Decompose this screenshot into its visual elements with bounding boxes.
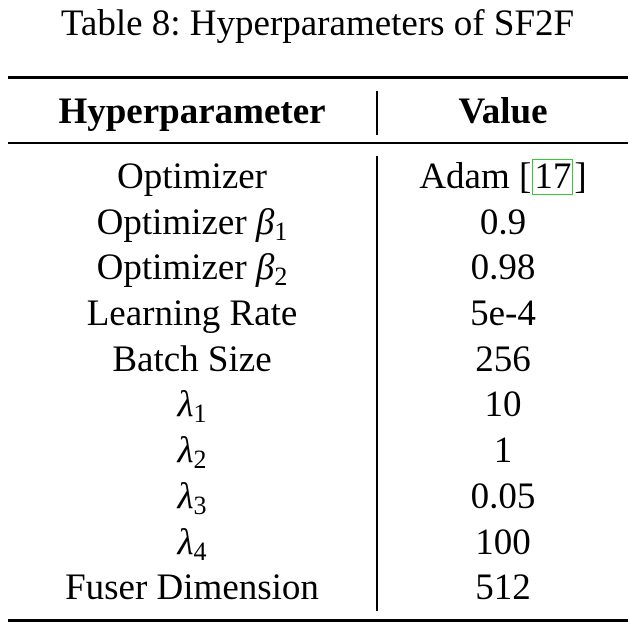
header-rule: [8, 142, 628, 144]
table-row: λ1 10: [8, 382, 628, 428]
table-row: λ3 0.05: [8, 474, 628, 520]
param-name: Optimizer β2: [96, 247, 288, 292]
param-value: 0.9: [479, 201, 527, 243]
table-row: Optimizer β1 0.9: [8, 200, 628, 246]
param-name: Optimizer: [116, 156, 267, 197]
param-value: 0.98: [470, 247, 536, 289]
param-value: 10: [484, 384, 522, 426]
table-row: Fuser Dimension 512: [8, 565, 628, 611]
param-name: λ3: [177, 475, 207, 520]
body-column-divider: [376, 156, 378, 611]
table-row: Optimizer β2 0.98: [8, 245, 628, 291]
table-row: λ2 1: [8, 428, 628, 474]
header-hyperparameter: Hyperparameter: [58, 91, 326, 132]
table-row: Batch Size 256: [8, 337, 628, 383]
param-value: 0.05: [470, 475, 536, 517]
table-row: λ4 100: [8, 520, 628, 566]
param-name: Optimizer β1: [96, 201, 288, 246]
header-value: Value: [458, 91, 548, 132]
param-value: Adam [17]: [419, 156, 587, 197]
top-rule: [8, 76, 628, 79]
param-value: 1: [493, 430, 513, 472]
table-row: Learning Rate 5e-4: [8, 291, 628, 337]
param-value: 512: [475, 567, 531, 609]
table-row: Optimizer Adam [17]: [8, 154, 628, 200]
table-body: Optimizer Adam [17] Optimizer β1 0.9 Opt…: [8, 154, 628, 611]
param-name: Learning Rate: [86, 293, 298, 335]
param-value: 256: [475, 338, 531, 380]
table-caption: Table 8: Hyperparameters of SF2F: [60, 3, 575, 44]
param-name: λ1: [177, 384, 207, 429]
param-name: λ2: [177, 430, 207, 475]
bottom-rule: [8, 619, 628, 622]
param-value: 5e-4: [470, 293, 536, 335]
param-name: Fuser Dimension: [65, 567, 319, 609]
param-name: λ4: [177, 521, 207, 566]
citation-link[interactable]: 17: [532, 156, 574, 197]
param-value: 100: [475, 521, 531, 563]
param-name: Batch Size: [112, 338, 272, 380]
header-column-divider: [376, 91, 378, 135]
table-header-row: Hyperparameter Value: [8, 86, 628, 138]
